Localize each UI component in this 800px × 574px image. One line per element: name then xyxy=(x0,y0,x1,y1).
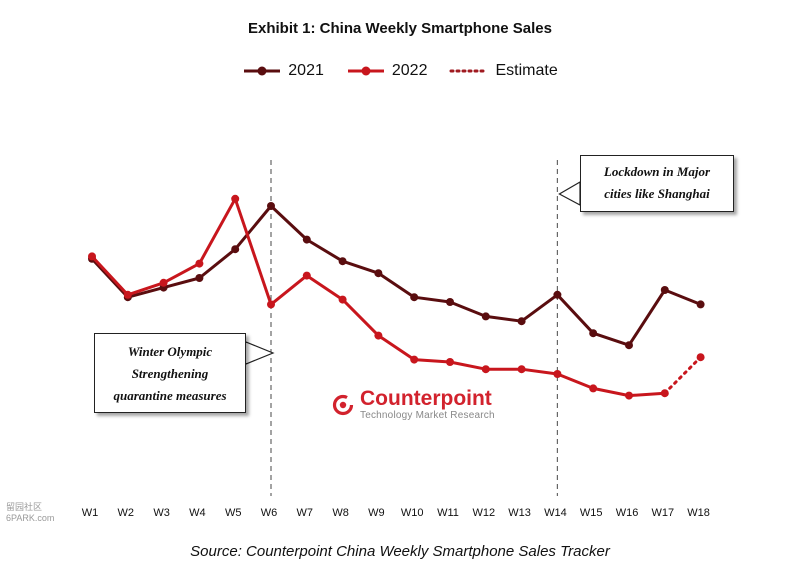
series-estimate-line-2022 xyxy=(663,355,703,395)
counterpoint-logo: Counterpoint Technology Market Research xyxy=(332,388,495,422)
annotation-1-line-2: Strengthening xyxy=(131,366,209,381)
x-tick-label-w12: W12 xyxy=(472,507,495,519)
logo-tagline: Technology Market Research xyxy=(360,410,495,421)
point-2022-w17 xyxy=(660,389,669,398)
x-tick-label-w13: W13 xyxy=(508,507,531,519)
point-2021-w17 xyxy=(660,286,669,294)
x-tick-label-w2: W2 xyxy=(118,507,135,519)
legend-label-estimate: Estimate xyxy=(495,62,558,79)
annotation-shanghai-lockdown: Lockdown in Major cities like Shanghai xyxy=(580,155,734,212)
point-2021-w15 xyxy=(589,329,598,338)
point-2022-w15 xyxy=(589,384,598,393)
logo-brand: Counterpoint xyxy=(360,387,492,410)
x-tick-label-w6: W6 xyxy=(261,507,278,519)
x-tick-label-w14: W14 xyxy=(544,507,567,519)
point-2022-w1 xyxy=(88,252,96,261)
legend-item-estimate: Estimate xyxy=(449,62,558,80)
legend-swatch-2021 xyxy=(244,66,281,76)
annotation-2-line-1: Lockdown in Major xyxy=(603,164,711,179)
series-line-2021 xyxy=(90,204,702,347)
watermark-line-1: 留园社区 xyxy=(6,502,43,512)
point-2022-w3 xyxy=(159,278,168,287)
source-note: Source: Counterpoint China Weekly Smartp… xyxy=(190,543,610,560)
point-2021-w6 xyxy=(267,202,275,210)
annotation-2-pointer xyxy=(558,180,581,207)
chart-legend: 2021 2022 Estimate xyxy=(0,62,800,80)
point-2022-w7 xyxy=(302,271,311,280)
point-2021-w16 xyxy=(625,341,633,350)
x-tick-label-w8: W8 xyxy=(332,507,349,519)
annotation-winter-olympic: Winter Olympic Strengthening quarantine … xyxy=(94,333,246,413)
point-2021-w18 xyxy=(696,300,705,309)
point-2022-w8 xyxy=(338,295,347,304)
point-2021-w11 xyxy=(446,298,454,306)
x-tick-label-w1: W1 xyxy=(82,507,99,519)
point-2021-w8 xyxy=(338,257,347,266)
point-2022-w18 xyxy=(696,353,705,362)
point-2021-w14 xyxy=(553,290,562,299)
watermark-line-2: 6PARK.com xyxy=(6,513,55,523)
point-2022-w6 xyxy=(267,300,275,309)
chart-title: Exhibit 1: China Weekly Smartphone Sales xyxy=(248,20,552,37)
legend-item-2022: 2022 xyxy=(346,62,428,80)
legend-item-2021: 2021 xyxy=(242,62,324,80)
point-2021-w4 xyxy=(195,274,204,282)
x-tick-label-w11: W11 xyxy=(437,507,459,519)
legend-label-2021: 2021 xyxy=(288,62,324,79)
annotation-1-pointer xyxy=(245,341,275,365)
point-2022-w13 xyxy=(517,365,526,374)
point-2021-w13 xyxy=(517,317,526,326)
legend-swatch-2022 xyxy=(347,66,384,76)
x-tick-label-w17: W17 xyxy=(651,507,674,519)
x-tick-label-w9: W9 xyxy=(368,507,385,519)
annotation-1-line-1: Winter Olympic xyxy=(127,344,213,359)
point-2021-w5 xyxy=(231,245,240,254)
point-2022-w9 xyxy=(374,331,383,340)
x-tick-label-w15: W15 xyxy=(580,507,603,519)
x-tick-label-w18: W18 xyxy=(687,507,710,519)
point-2022-w12 xyxy=(481,365,490,374)
point-2021-w10 xyxy=(410,293,419,302)
watermark: 留园社区 6PARK.com xyxy=(6,502,54,524)
x-tick-label-w10: W10 xyxy=(401,507,424,519)
legend-label-2022: 2022 xyxy=(391,62,428,79)
point-2022-w10 xyxy=(410,355,419,364)
point-2022-w5 xyxy=(231,194,240,203)
annotation-2-line-2: cities like Shanghai xyxy=(604,186,710,201)
counterpoint-logo-icon xyxy=(332,394,354,416)
point-2021-w9 xyxy=(374,269,383,278)
point-2022-w2 xyxy=(123,290,132,299)
x-tick-label-w7: W7 xyxy=(297,507,314,519)
x-tick-label-w3: W3 xyxy=(153,507,170,519)
point-2022-w4 xyxy=(195,259,204,268)
point-2022-w14 xyxy=(553,370,562,378)
point-2022-w16 xyxy=(625,391,633,400)
annotation-1-line-3: quarantine measures xyxy=(113,388,227,403)
point-2021-w7 xyxy=(302,235,311,244)
legend-swatch-estimate xyxy=(449,69,489,73)
point-2022-w11 xyxy=(446,358,454,366)
point-2021-w12 xyxy=(481,312,490,321)
x-tick-label-w5: W5 xyxy=(225,507,242,519)
x-tick-label-w4: W4 xyxy=(189,507,206,519)
x-tick-label-w16: W16 xyxy=(616,507,639,519)
